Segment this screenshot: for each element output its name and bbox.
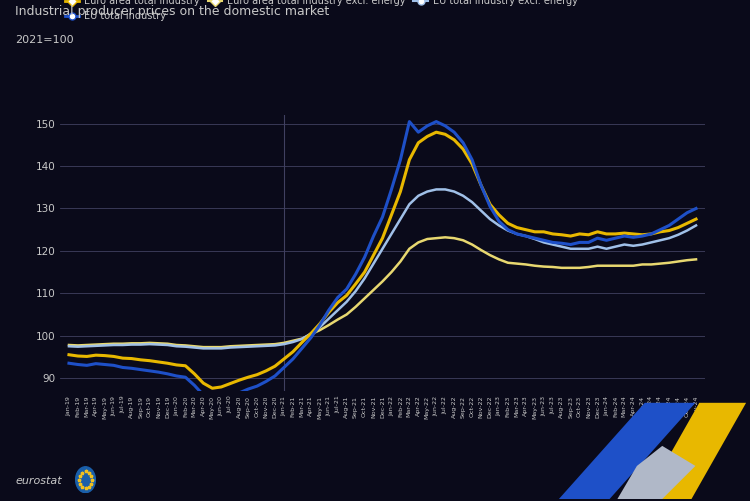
Polygon shape: [645, 403, 746, 499]
Polygon shape: [617, 446, 695, 499]
Text: 2021=100: 2021=100: [15, 35, 74, 45]
Circle shape: [76, 467, 95, 492]
Polygon shape: [559, 403, 695, 499]
Legend: Euro area total industry, EU total industry, Euro area total industry excl. ener: Euro area total industry, EU total indus…: [64, 0, 578, 21]
Text: Industrial producer prices on the domestic market: Industrial producer prices on the domest…: [15, 5, 329, 18]
Text: eurostat: eurostat: [15, 476, 62, 486]
